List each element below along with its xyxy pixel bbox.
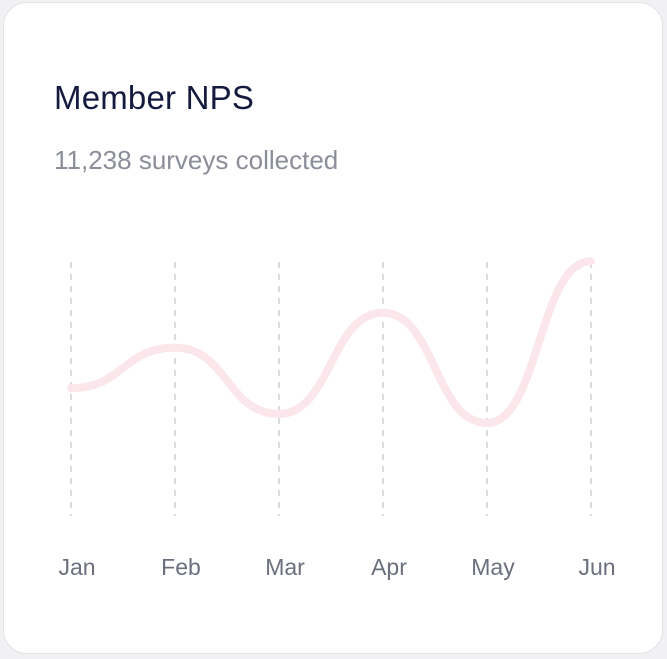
data-point-jan (67, 384, 75, 392)
data-point-feb (171, 344, 179, 352)
x-tick-labels: Jan Feb Mar Apr May Jun (58, 554, 615, 580)
x-tick-label-apr: Apr (371, 554, 407, 580)
nps-card: Member NPS 11,238 surveys collected (3, 2, 663, 654)
grid-lines (70, 262, 592, 516)
card-subtitle: 11,238 surveys collected (54, 145, 339, 175)
data-point-may (483, 419, 491, 427)
series-layer (67, 257, 595, 428)
x-tick-label-jun: Jun (578, 554, 615, 580)
x-tick-label-feb: Feb (161, 554, 201, 580)
x-tick-label-mar: Mar (265, 554, 305, 580)
card-title: Member NPS (54, 79, 255, 116)
data-point-jun (587, 257, 595, 265)
x-tick-label-may: May (471, 554, 515, 580)
series-line-0 (67, 257, 595, 428)
data-point-mar (275, 410, 283, 418)
data-point-apr (379, 309, 387, 317)
x-tick-label-jan: Jan (58, 554, 95, 580)
